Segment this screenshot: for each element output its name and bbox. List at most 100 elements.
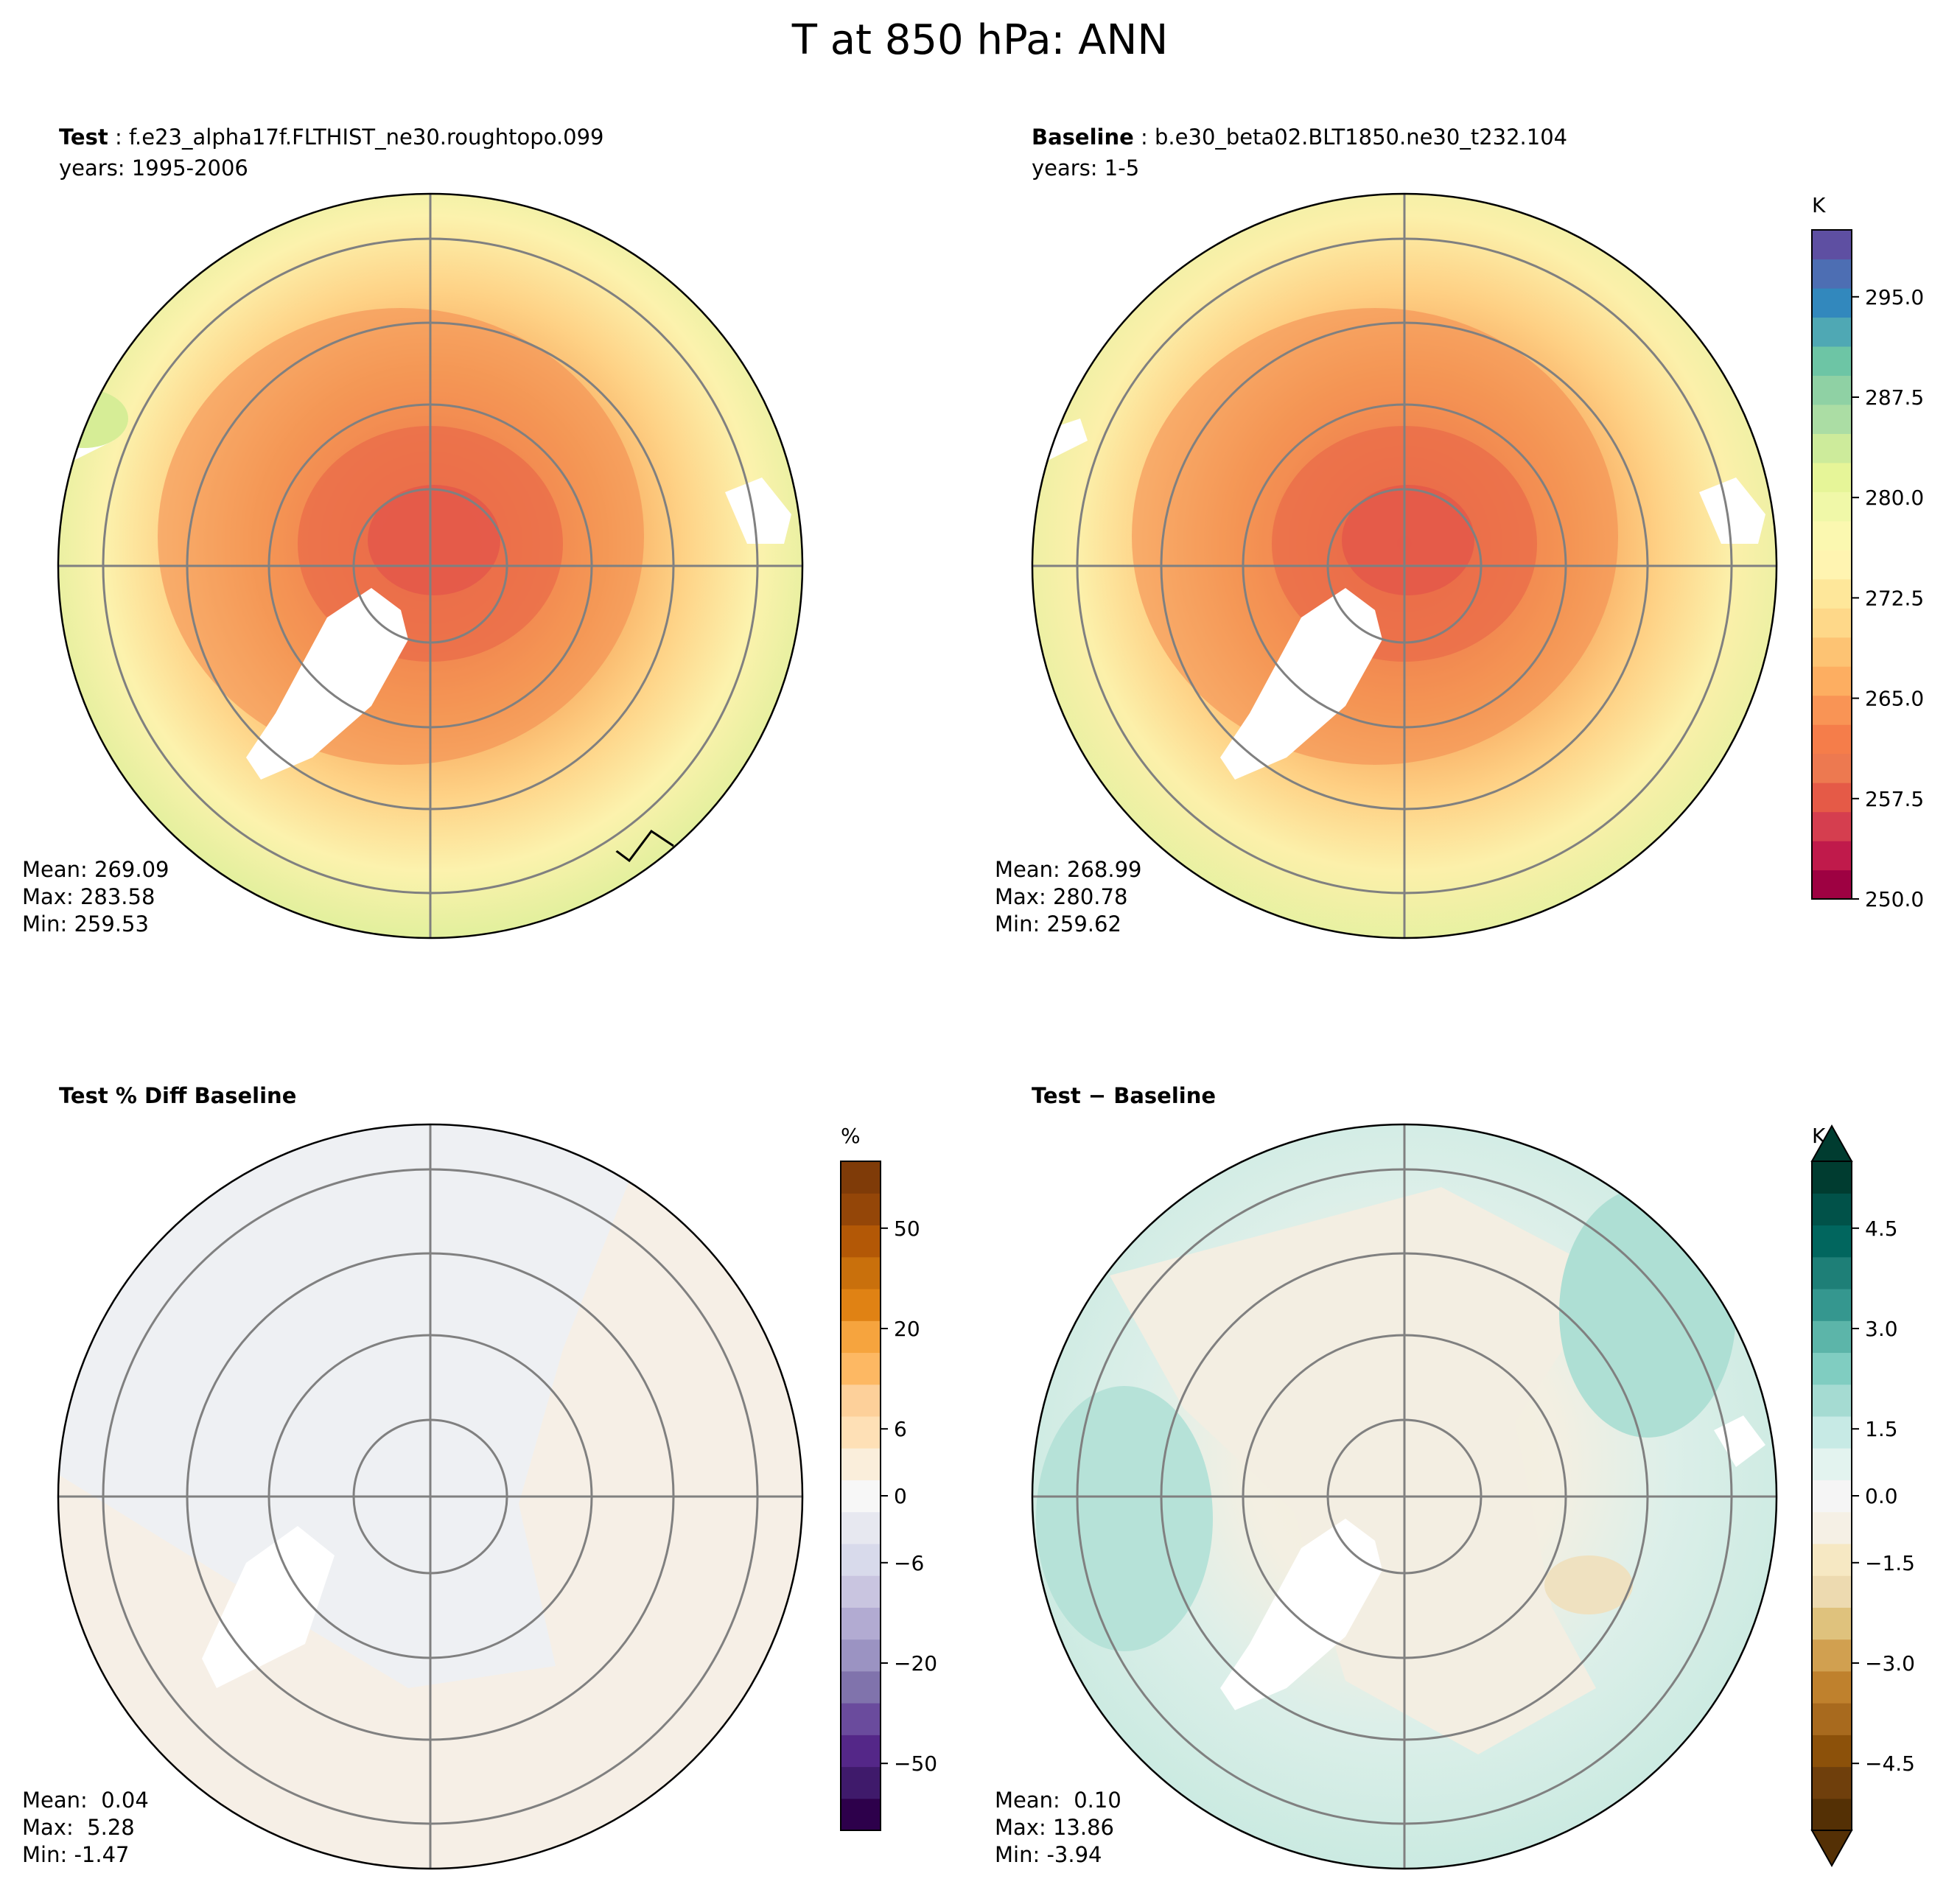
diff-colorbar-swatch bbox=[1812, 1703, 1852, 1735]
abs-colorbar-tick-label: 287.5 bbox=[1865, 385, 1924, 410]
pct-colorbar-swatch bbox=[841, 1193, 881, 1226]
diff-neutral-zone bbox=[1110, 1187, 1611, 1754]
pct-colorbar-swatch bbox=[841, 1607, 881, 1640]
test-green-patch bbox=[58, 389, 128, 448]
pctdiff-max: Max: 5.28 bbox=[22, 1815, 135, 1840]
baseline-years: years: 1-5 bbox=[1032, 155, 1140, 181]
diff-colorbar-swatch bbox=[1812, 1352, 1852, 1385]
pct-colorbar-swatch bbox=[841, 1543, 881, 1576]
pctdiff-mean: Mean: 0.04 bbox=[22, 1788, 149, 1813]
abs-colorbar-swatch bbox=[1812, 608, 1852, 638]
diff-colorbar-swatch bbox=[1812, 1320, 1852, 1354]
pctdiff-greenland-mask bbox=[202, 1526, 335, 1688]
pctdiff-label: Test % Diff Baseline bbox=[59, 1083, 297, 1108]
diff-colorbar-swatch bbox=[1812, 1607, 1852, 1640]
baseline-map bbox=[1031, 192, 1778, 939]
diff-colorbar-swatch bbox=[1812, 1161, 1852, 1194]
diff-colorbar-tick-label: 1.5 bbox=[1865, 1417, 1898, 1441]
abs-colorbar-swatch bbox=[1812, 433, 1852, 463]
abs-colorbar-unit: K bbox=[1812, 193, 1826, 217]
diff-colorbar-swatch bbox=[1812, 1575, 1852, 1608]
pct-colorbar-swatch bbox=[841, 1766, 881, 1799]
baseline-min: Min: 259.62 bbox=[995, 911, 1121, 937]
abs-colorbar-swatch bbox=[1812, 578, 1852, 609]
pct-colorbar-swatch bbox=[841, 1639, 881, 1672]
diff-colorbar-swatch bbox=[1812, 1225, 1852, 1258]
abs-colorbar-tick-label: 257.5 bbox=[1865, 787, 1924, 811]
abs-colorbar-swatch bbox=[1812, 695, 1852, 725]
abs-colorbar-swatch bbox=[1812, 346, 1852, 376]
abs-colorbar-swatch bbox=[1812, 404, 1852, 434]
abs-colorbar-swatch bbox=[1812, 637, 1852, 667]
diff-colorbar-swatch bbox=[1812, 1511, 1852, 1544]
diff-colorbar-swatch bbox=[1812, 1256, 1852, 1289]
diff-colorbar-tick-label: −1.5 bbox=[1865, 1551, 1915, 1575]
diff-colorbar-swatch bbox=[1812, 1415, 1852, 1449]
pct-colorbar-swatch bbox=[841, 1798, 881, 1831]
abs-colorbar-swatch bbox=[1812, 491, 1852, 522]
pct-colorbar-tick-label: −6 bbox=[894, 1551, 924, 1575]
pct-colorbar-swatch bbox=[841, 1384, 881, 1417]
diff-panel-title: Test − Baseline bbox=[1032, 1080, 1216, 1111]
diff-colorbar-swatch bbox=[1812, 1480, 1852, 1513]
pct-colorbar-unit: % bbox=[841, 1124, 861, 1148]
diff-mean: Mean: 0.10 bbox=[995, 1788, 1121, 1813]
test-label: Test bbox=[59, 125, 108, 150]
baseline-max: Max: 280.78 bbox=[995, 884, 1128, 909]
abs-colorbar: 295.0 287.5 280.0 272.5 265.0 257.5 250.0 bbox=[1811, 229, 1924, 911]
diff-stats: Mean: 0.10 Max: 13.86 Min: -3.94 bbox=[995, 1787, 1121, 1869]
pct-colorbar-swatch bbox=[841, 1735, 881, 1768]
diff-label: Test − Baseline bbox=[1032, 1083, 1217, 1108]
diff-colorbar-swatch bbox=[1812, 1798, 1852, 1831]
test-greenland-mask bbox=[246, 588, 408, 780]
abs-colorbar-swatch bbox=[1812, 520, 1852, 550]
baseline-mean: Mean: 268.99 bbox=[995, 857, 1142, 882]
test-stats: Mean: 269.09 Max: 283.58 Min: 259.53 bbox=[22, 856, 169, 938]
abs-colorbar-swatch bbox=[1812, 317, 1852, 347]
abs-colorbar-swatch bbox=[1812, 841, 1852, 871]
pct-colorbar-tick-label: 0 bbox=[894, 1484, 907, 1508]
pct-colorbar-tick-label: 20 bbox=[894, 1317, 920, 1341]
diff-colorbar-tick-label: 0.0 bbox=[1865, 1484, 1898, 1508]
test-pole-zone bbox=[368, 485, 500, 595]
abs-colorbar-frame bbox=[1811, 229, 1852, 900]
diff-colorbar-swatch bbox=[1812, 1766, 1852, 1799]
pct-colorbar-swatch bbox=[841, 1703, 881, 1735]
diff-colorbar: 4.5 3.0 1.5 0.0 −1.5 −3.0 −4.5 bbox=[1810, 1124, 1915, 1868]
pct-colorbar-swatch bbox=[841, 1288, 881, 1321]
pct-colorbar-swatch bbox=[841, 1448, 881, 1480]
pct-colorbar-swatch bbox=[841, 1256, 881, 1289]
diff-colorbar-tick-label: −4.5 bbox=[1865, 1751, 1915, 1776]
diff-positive-zone-west bbox=[1036, 1386, 1213, 1651]
diff-colorbar-swatch bbox=[1812, 1543, 1852, 1576]
pct-colorbar-tick-label: −20 bbox=[894, 1651, 937, 1676]
pct-colorbar-tick-label: 50 bbox=[894, 1217, 920, 1241]
test-mean: Mean: 269.09 bbox=[22, 857, 169, 882]
diff-colorbar-swatch bbox=[1812, 1735, 1852, 1768]
panels-root: 295.0 287.5 280.0 272.5 265.0 257.5 250.0 50 20 6… bbox=[57, 192, 1924, 1870]
test-map-boundary bbox=[57, 192, 804, 939]
diff-greenland-mask bbox=[1220, 1519, 1382, 1710]
baseline-label: Baseline bbox=[1032, 125, 1134, 150]
pct-colorbar-tick-label: −50 bbox=[894, 1751, 937, 1776]
test-case-name: : f.e23_alpha17f.FLTHIST_ne30.roughtopo.… bbox=[108, 125, 604, 150]
pct-colorbar-swatch bbox=[841, 1575, 881, 1608]
abs-colorbar-swatch bbox=[1812, 811, 1852, 841]
abs-colorbar-swatch bbox=[1812, 287, 1852, 318]
baseline-stats: Mean: 268.99 Max: 280.78 Min: 259.62 bbox=[995, 856, 1141, 938]
abs-colorbar-swatch bbox=[1812, 259, 1852, 289]
diff-negative-zone bbox=[1544, 1555, 1633, 1614]
abs-colorbar-swatch bbox=[1812, 783, 1852, 813]
pctdiff-map-boundary bbox=[57, 1123, 804, 1870]
pct-colorbar-tick-label: 6 bbox=[894, 1417, 907, 1441]
figure-title: T at 850 hPa: ANN bbox=[791, 16, 1169, 64]
test-max: Max: 283.58 bbox=[22, 884, 155, 909]
pct-colorbar-swatch bbox=[841, 1511, 881, 1544]
pct-colorbar-swatch bbox=[841, 1415, 881, 1449]
test-panel-title: Test : f.e23_alpha17f.FLTHIST_ne30.rough… bbox=[59, 122, 604, 183]
baseline-panel-title: Baseline : b.e30_beta02.BLT1850.ne30_t23… bbox=[1032, 122, 1567, 183]
pct-colorbar-swatch bbox=[841, 1225, 881, 1258]
pct-colorbar: 50 20 6 0 −6 −20 −50 bbox=[840, 1161, 937, 1831]
pct-colorbar-swatch bbox=[841, 1670, 881, 1704]
